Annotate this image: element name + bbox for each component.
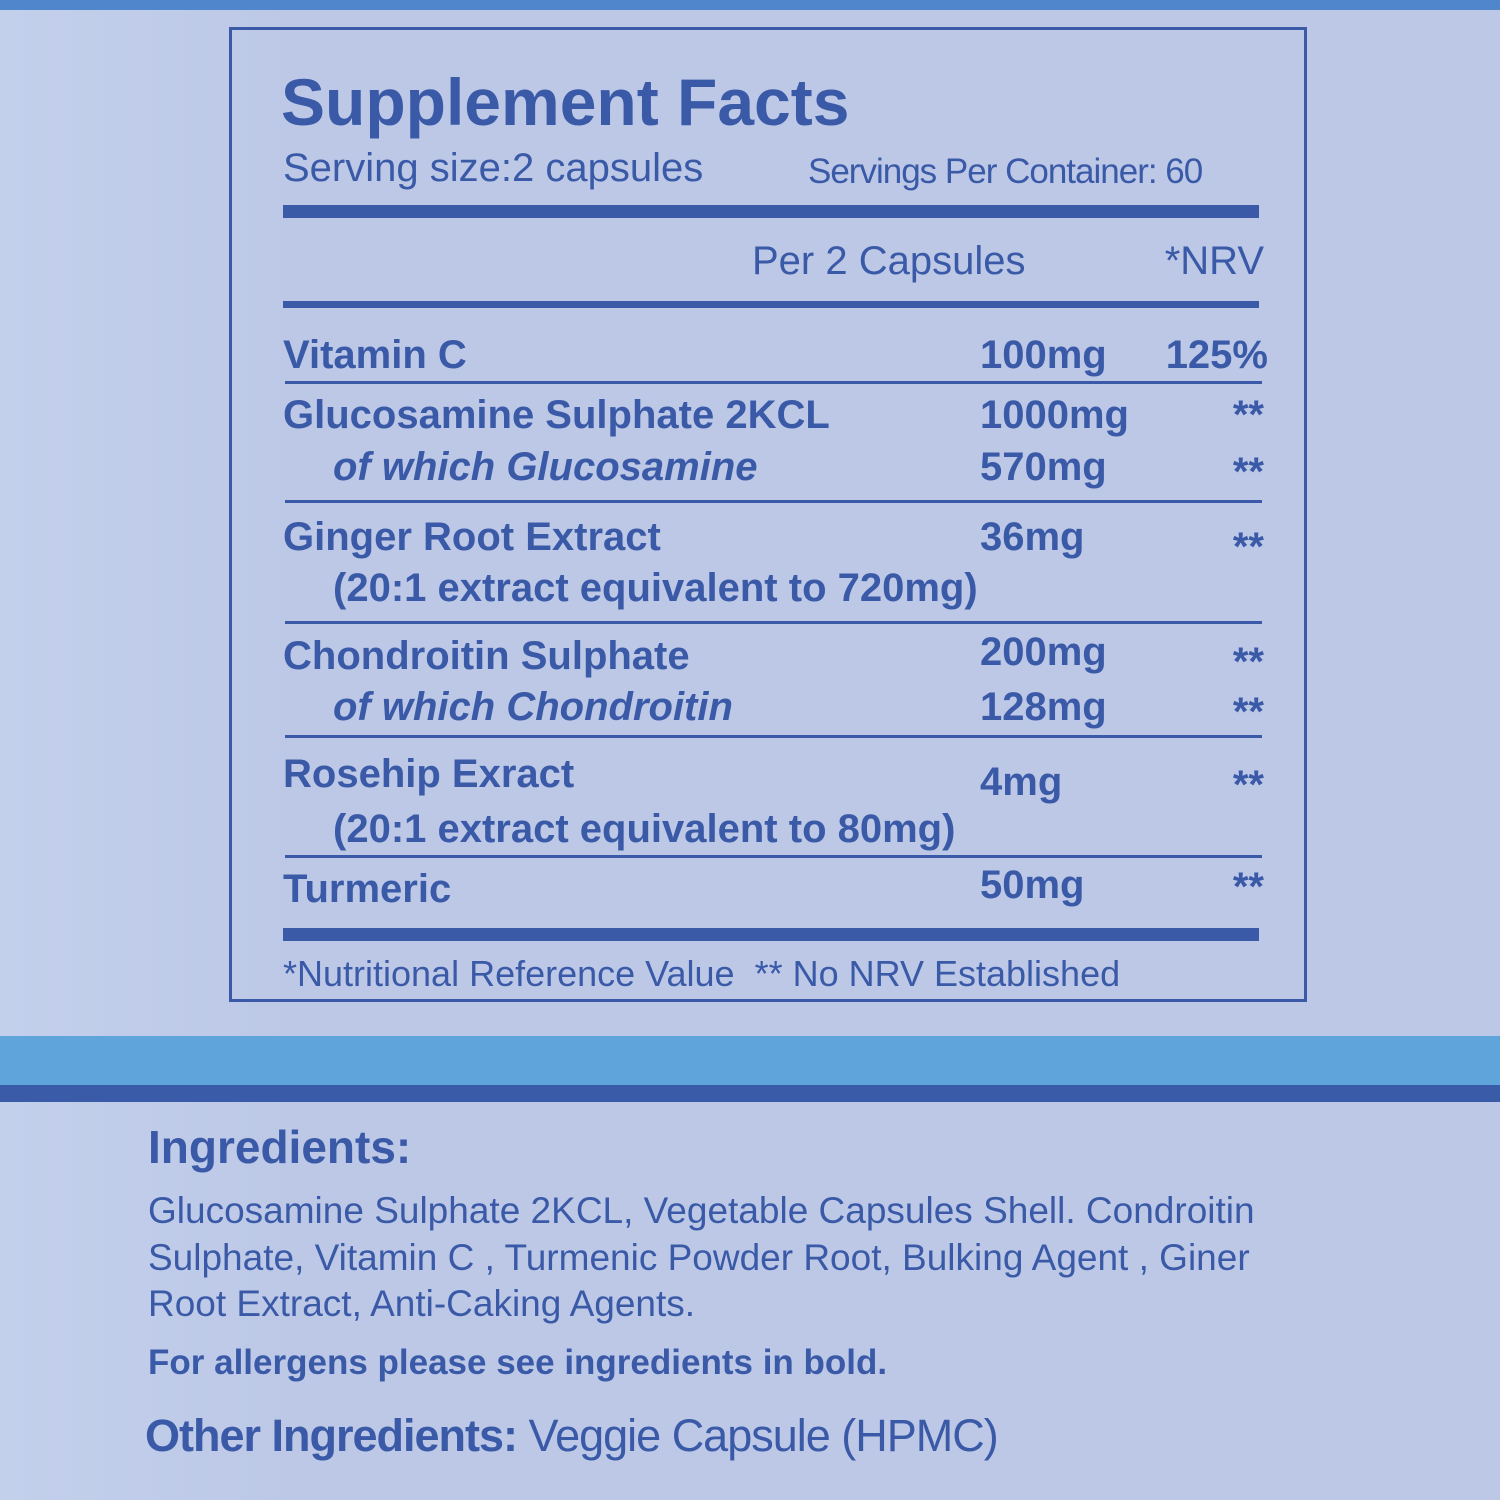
- dark-blue-band: [0, 1085, 1500, 1102]
- nutrient-nrv: **: [1232, 393, 1264, 437]
- nutrient-name: Chondroitin Sulphate: [283, 634, 690, 678]
- nutrient-amount: 1000mg: [980, 393, 1129, 437]
- nutrient-note: (20:1 extract equivalent to 80mg): [333, 807, 956, 851]
- nutrient-amount: 36mg: [980, 515, 1085, 559]
- allergen-note: For allergens please see ingredients in …: [148, 1343, 888, 1382]
- other-ingredients-label: Other Ingredients:: [145, 1410, 518, 1461]
- nutrient-nrv: **: [1232, 763, 1264, 807]
- light-blue-band: [0, 1036, 1500, 1086]
- supplement-facts-panel: [229, 27, 1307, 1002]
- nutrient-amount: 570mg: [980, 445, 1107, 489]
- column-header-nrv: *NRV: [1164, 239, 1264, 283]
- ingredients-line: Glucosamine Sulphate 2KCL, Vegetable Cap…: [148, 1190, 1255, 1231]
- other-ingredients-value: Veggie Capsule (HPMC): [517, 1410, 999, 1461]
- row-divider: [285, 735, 1262, 738]
- nutrient-name: Rosehip Exract: [283, 752, 575, 796]
- nutrient-nrv: **: [1232, 450, 1264, 494]
- nutrient-name: Ginger Root Extract: [283, 515, 661, 559]
- nutrient-name: Glucosamine Sulphate 2KCL: [283, 393, 830, 437]
- nutrient-amount: 128mg: [980, 685, 1107, 729]
- nutrient-nrv: **: [1232, 690, 1264, 734]
- nutrient-nrv: **: [1232, 640, 1264, 684]
- footnote: *Nutritional Reference Value ** No NRV E…: [283, 953, 1121, 994]
- row-divider: [285, 381, 1262, 384]
- nutrient-amount: 50mg: [980, 863, 1085, 907]
- nutrient-subname: of which Glucosamine: [333, 445, 758, 489]
- row-divider: [285, 500, 1262, 503]
- column-header-amount: Per 2 Capsules: [752, 239, 1026, 283]
- nutrient-nrv: 125%: [1165, 333, 1268, 377]
- top-strip: [0, 0, 1500, 10]
- ingredients-line: Sulphate, Vitamin C , Turmenic Powder Ro…: [148, 1237, 1250, 1278]
- nutrient-name: Vitamin C: [283, 333, 467, 377]
- other-ingredients: Other Ingredients: Veggie Capsule (HPMC): [145, 1410, 999, 1462]
- nutrient-nrv: **: [1232, 865, 1264, 909]
- facts-title: Supplement Facts: [281, 65, 850, 139]
- header-divider: [283, 301, 1259, 308]
- serving-size: Serving size:2 capsules: [283, 146, 704, 190]
- thick-divider: [283, 205, 1259, 218]
- servings-per-container: Servings Per Container: 60: [808, 152, 1203, 191]
- nutrient-amount: 4mg: [980, 760, 1063, 804]
- nutrient-subname: of which Chondroitin: [333, 685, 733, 729]
- row-divider: [285, 621, 1262, 624]
- nutrient-note: (20:1 extract equivalent to 720mg): [333, 566, 978, 610]
- ingredients-line: Root Extract, Anti-Caking Agents.: [148, 1283, 696, 1324]
- nutrient-amount: 100mg: [980, 333, 1107, 377]
- nutrient-nrv: **: [1232, 525, 1264, 569]
- thick-divider: [283, 928, 1259, 941]
- ingredients-heading: Ingredients:: [148, 1121, 412, 1173]
- nutrient-name: Turmeric: [283, 867, 452, 911]
- row-divider: [285, 855, 1262, 858]
- nutrient-amount: 200mg: [980, 630, 1107, 674]
